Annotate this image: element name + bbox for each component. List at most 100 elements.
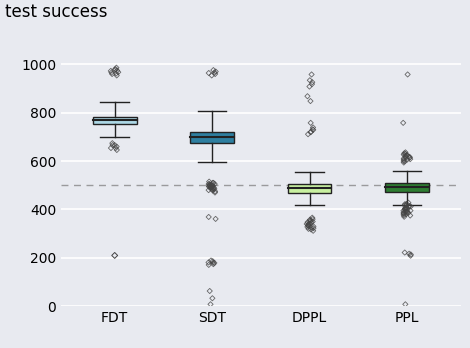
Point [207,184,214,189]
Point [206,182,213,188]
Point [403,201,410,207]
Point [403,206,410,211]
Point [111,142,118,148]
Point [304,220,311,225]
Point [308,81,316,87]
Point [205,184,213,189]
Point [402,205,409,211]
Point [209,259,217,264]
Point [405,251,413,256]
Point [113,65,120,70]
Point [113,73,120,78]
Point [304,132,312,137]
Point [305,226,312,232]
Point [308,72,315,77]
Point [402,150,409,155]
Point [400,208,407,214]
Point [401,158,409,164]
Point [401,153,409,159]
Point [111,67,118,72]
Point [402,203,410,208]
Point [212,71,219,77]
Point [401,201,409,207]
Point [407,213,414,218]
Point [309,219,316,224]
Point [404,72,411,77]
Point [403,209,410,215]
Point [407,253,415,259]
Point [403,152,410,158]
Point [205,214,212,220]
Point [402,155,409,160]
Point [307,98,314,104]
Point [111,253,118,258]
Bar [288,184,331,192]
Point [211,181,219,187]
Point [305,222,312,228]
Point [401,301,409,307]
Point [210,260,217,266]
Point [400,156,407,161]
Point [401,207,409,212]
Point [205,184,212,189]
Point [401,207,408,212]
Point [307,220,315,226]
Point [205,260,212,265]
Point [308,79,316,85]
Point [209,182,216,188]
Point [308,225,315,230]
Point [112,66,119,72]
Point [308,215,316,221]
Point [206,288,213,294]
Point [310,226,317,231]
Point [405,210,412,216]
Point [305,222,312,228]
Point [307,129,315,135]
Point [400,157,407,163]
Point [113,147,121,153]
Point [208,182,215,188]
Point [403,157,411,163]
Bar [93,117,137,124]
Point [112,71,120,76]
Point [305,224,313,229]
Point [406,155,414,160]
Point [309,228,317,234]
Point [306,217,314,222]
Point [210,186,217,192]
Point [306,218,313,223]
Point [303,221,311,227]
Point [304,224,311,230]
Point [406,155,413,161]
Point [306,84,313,89]
Point [307,218,315,224]
Point [400,151,408,156]
Point [210,185,218,190]
Point [208,187,216,192]
Point [306,221,313,226]
Point [209,183,216,189]
Point [309,127,316,132]
Point [400,120,407,126]
Point [307,129,314,135]
Point [309,216,316,222]
Point [402,211,410,217]
Point [309,127,317,133]
Point [400,210,407,216]
Point [207,184,214,190]
Point [403,207,411,213]
Point [205,187,212,193]
Bar [190,132,234,143]
Point [205,262,212,268]
Point [401,250,408,255]
Point [401,206,409,212]
Point [310,224,317,229]
Point [402,151,409,157]
Point [405,154,413,159]
Point [400,214,408,220]
Text: test success: test success [5,3,107,21]
Point [307,227,315,232]
Point [400,152,407,157]
Point [108,70,115,75]
Point [407,208,414,213]
